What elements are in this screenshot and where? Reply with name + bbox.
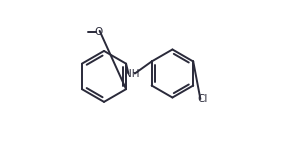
Text: Cl: Cl — [198, 94, 208, 104]
Text: O: O — [94, 27, 102, 37]
Text: NH: NH — [124, 69, 139, 79]
